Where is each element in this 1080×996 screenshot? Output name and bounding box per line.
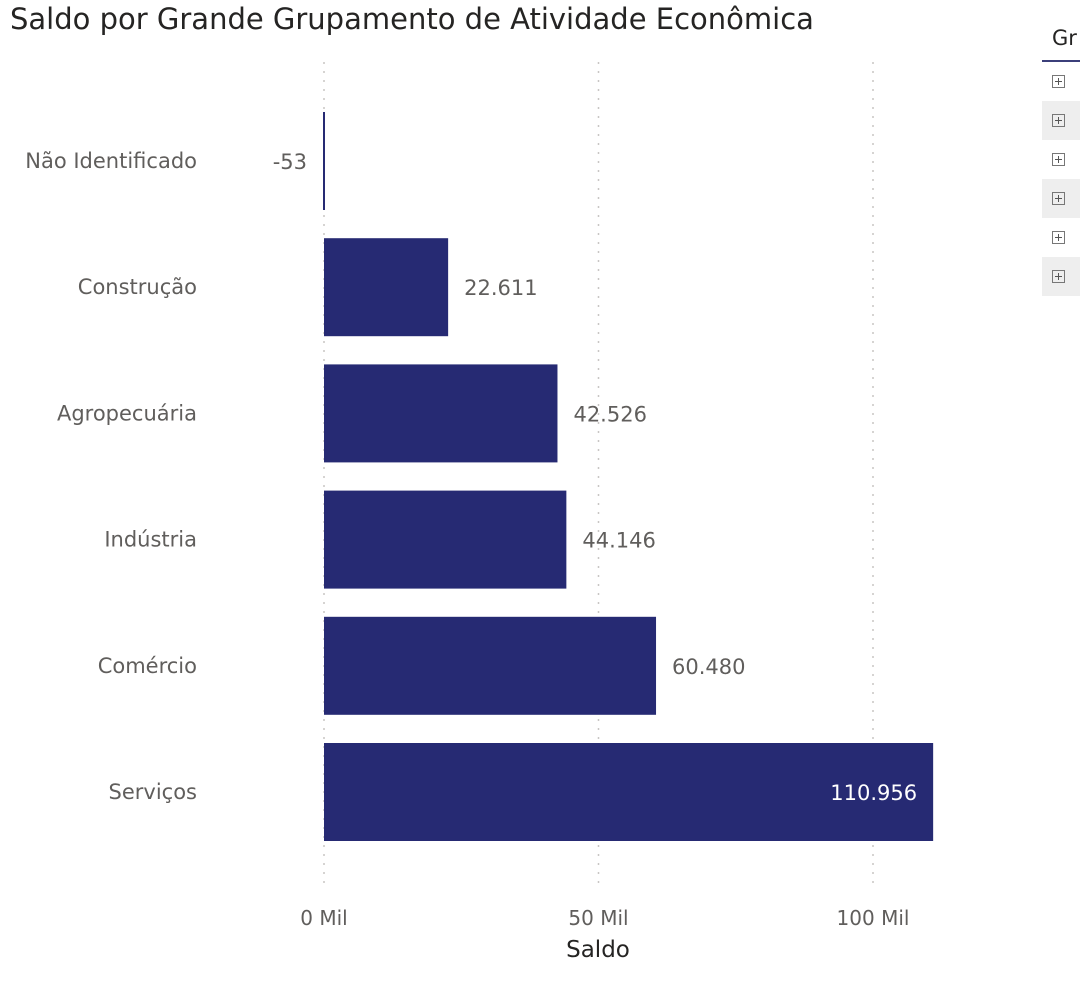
plus-square-icon[interactable] (1052, 270, 1065, 283)
data-label: 42.526 (573, 402, 646, 426)
x-tick-label: 100 Mil (837, 906, 910, 930)
plus-square-icon[interactable] (1052, 192, 1065, 205)
data-label: -53 (273, 150, 307, 174)
data-label: 110.956 (830, 781, 917, 805)
category-label: Construção (78, 275, 197, 299)
bar[interactable] (324, 238, 449, 337)
category-label: Não Identificado (25, 149, 197, 173)
bar-chart: Não Identificado -53 Construção 22.611 Agrop… (25, 62, 934, 963)
side-table-row (1042, 257, 1080, 296)
x-tick-label: 50 Mil (568, 906, 628, 930)
category-label: Indústria (104, 528, 197, 552)
category-label: Serviços (109, 780, 197, 804)
side-table-row (1042, 218, 1080, 257)
data-label: 60.480 (672, 655, 745, 679)
plus-square-icon[interactable] (1052, 114, 1065, 127)
x-axis-title: Saldo (566, 937, 630, 963)
side-table-row (1042, 179, 1080, 218)
side-table-row (1042, 140, 1080, 179)
side-table: Gr (1042, 18, 1080, 318)
data-label: 22.611 (464, 276, 537, 300)
side-table-row (1042, 62, 1080, 101)
side-table-row (1042, 101, 1080, 140)
data-label: 44.146 (582, 529, 655, 553)
plus-square-icon[interactable] (1052, 153, 1065, 166)
plus-square-icon[interactable] (1052, 231, 1065, 244)
chart-title: Saldo por Grande Grupamento de Atividade… (10, 2, 814, 36)
bar[interactable] (324, 743, 934, 841)
category-label: Agropecuária (57, 401, 197, 425)
bar[interactable] (324, 616, 657, 715)
category-label: Comércio (98, 654, 197, 678)
bar[interactable] (323, 112, 325, 210)
bar[interactable] (324, 364, 558, 463)
side-table-header[interactable]: Gr (1042, 18, 1080, 62)
x-tick-label: 0 Mil (300, 906, 347, 930)
bar[interactable] (324, 490, 567, 589)
plus-square-icon[interactable] (1052, 75, 1065, 88)
